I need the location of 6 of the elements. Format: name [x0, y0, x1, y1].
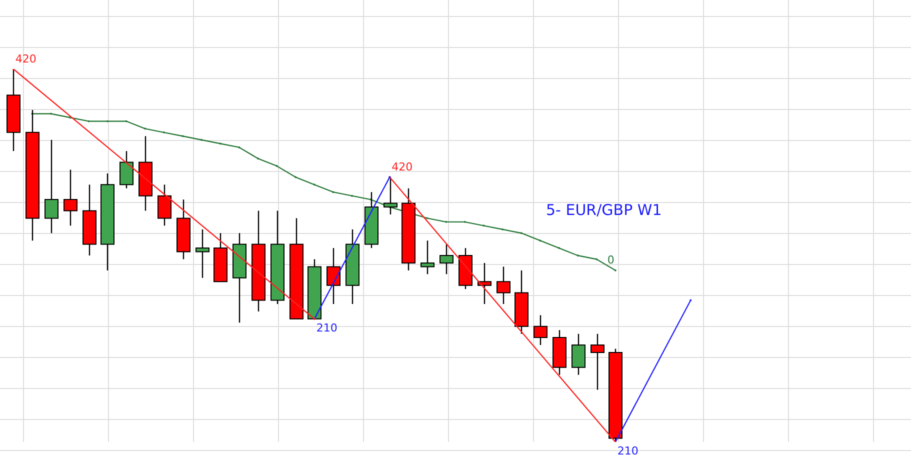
- annotation: 420: [392, 160, 413, 174]
- text: 420: [15, 52, 36, 66]
- annotation: 0: [607, 253, 614, 266]
- annotation: 210: [316, 321, 338, 334]
- annotation: 5- EUR/GBP W1: [546, 200, 662, 219]
- text: 210: [617, 444, 638, 458]
